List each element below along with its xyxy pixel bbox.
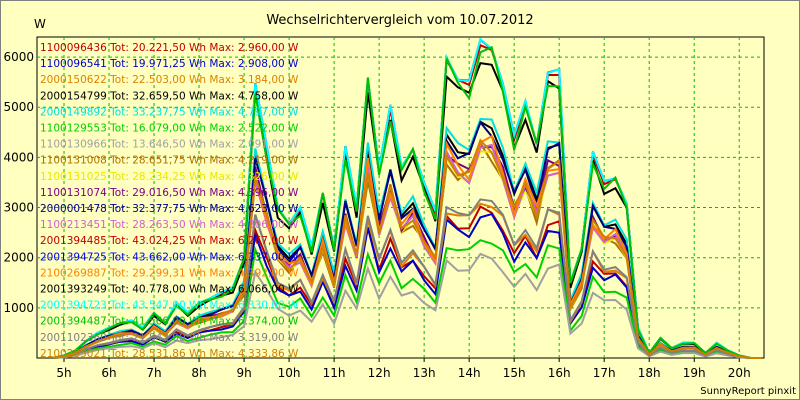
legend-entry: 2100269887 Tot: 29.299,31 Wh Max: 4.392,… [40,267,299,279]
y-tick-label: 4000 [3,150,34,164]
series-line [52,45,762,359]
x-tick-label: 8h [191,366,206,380]
series-line [52,138,762,359]
x-tick-label: 11h [323,366,346,380]
series-line [52,252,762,359]
y-tick-label: 5000 [3,100,34,114]
legend-entry: 1100131074 Tot: 29.016,50 Wh Max: 4.396,… [40,187,299,199]
x-tick-label: 17h [593,366,616,380]
y-tick-label: 2000 [3,251,34,265]
series-lines [52,37,762,359]
y-axis-label: W [34,17,46,31]
x-tick-label: 9h [236,366,251,380]
legend-entry: 2001102360 Tot: 21.842,00 Wh Max: 3.319,… [40,332,299,344]
y-tick-label: 1000 [3,301,34,315]
legend-entry: 2000149892 Tot: 33.237,75 Wh Max: 4.797,… [40,106,299,118]
x-tick-label: 18h [638,366,661,380]
x-tick-label: 7h [146,366,161,380]
x-tick-label: 15h [503,366,526,380]
footer-credit: SunnyReport pinxit [700,386,796,397]
legend-entry: 1100129553 Tot: 16.079,00 Wh Max: 2.522,… [40,123,299,135]
legend-entry: 2001394723 Tot: 43.547,00 Wh Max: 6.330,… [40,300,299,312]
x-tick-label: 5h [56,366,71,380]
legend-entry: 1100131025 Tot: 28.234,25 Wh Max: 4.326,… [40,171,299,183]
chart-title: Wechselrichtervergleich vom 10.07.2012 [266,13,533,28]
x-tick-label: 6h [101,366,116,380]
legend-entry: 2000150622 Tot: 22.503,00 Wh Max: 3.184,… [40,74,299,86]
y-tick-labels: 1000 2000 3000 4000 5000 6000 [3,50,34,315]
plot-area [36,36,765,359]
legend-entry: 1100213451 Tot: 28.263,50 Wh Max: 4.306,… [40,219,299,231]
series-line [52,198,762,359]
legend-entry: 1100130966 Tot: 13.646,50 Wh Max: 2.091,… [40,139,299,151]
legend-entry: 2001393249 Tot: 40.778,00 Wh Max: 6.066,… [40,284,299,296]
legend-entry: 1100096541 Tot: 19.971,25 Wh Max: 2.908,… [40,58,299,70]
x-tick-label: 13h [413,366,436,380]
grid-lines [37,37,764,358]
legend-entry: 1100096436 Tot: 20.221,50 Wh Max: 2.960,… [40,42,299,54]
y-tick-label: 3000 [3,201,34,215]
legend: 1100096436 Tot: 20.221,50 Wh Max: 2.960,… [40,42,299,360]
x-tick-label: 20h [728,366,751,380]
legend-entry: 2001394725 Tot: 43.662,00 Wh Max: 6.337,… [40,251,299,263]
legend-entry: 2001394487 Tot: 41.566,00 Wh Max: 6.374,… [40,316,299,328]
x-tick-label: 14h [458,366,481,380]
y-tick-label: 6000 [3,50,34,64]
x-tick-label: 19h [683,366,706,380]
legend-entry: 2000154799 Tot: 32.659,50 Wh Max: 4.758,… [40,90,299,102]
x-tick-label: 12h [368,366,391,380]
plot-border [36,36,765,359]
x-tick-label: 10h [278,366,301,380]
legend-entry: 2001394485 Tot: 43.024,25 Wh Max: 6.267,… [40,235,299,247]
x-tick-labels: 5h 6h 7h 8h 9h 10h 11h 12h 13h 14h 15h 16h 17h 18h 19h… [56,358,751,380]
legend-entry: 1100131008 Tot: 28.651,75 Wh Max: 4.219,… [40,155,299,167]
legend-entry: 2000001478 Tot: 32.377,75 Wh Max: 4.623,… [40,203,299,215]
x-tick-label: 16h [548,366,571,380]
legend-entry: 2100285021 Tot: 28.531,86 Wh Max: 4.333,… [40,348,299,360]
